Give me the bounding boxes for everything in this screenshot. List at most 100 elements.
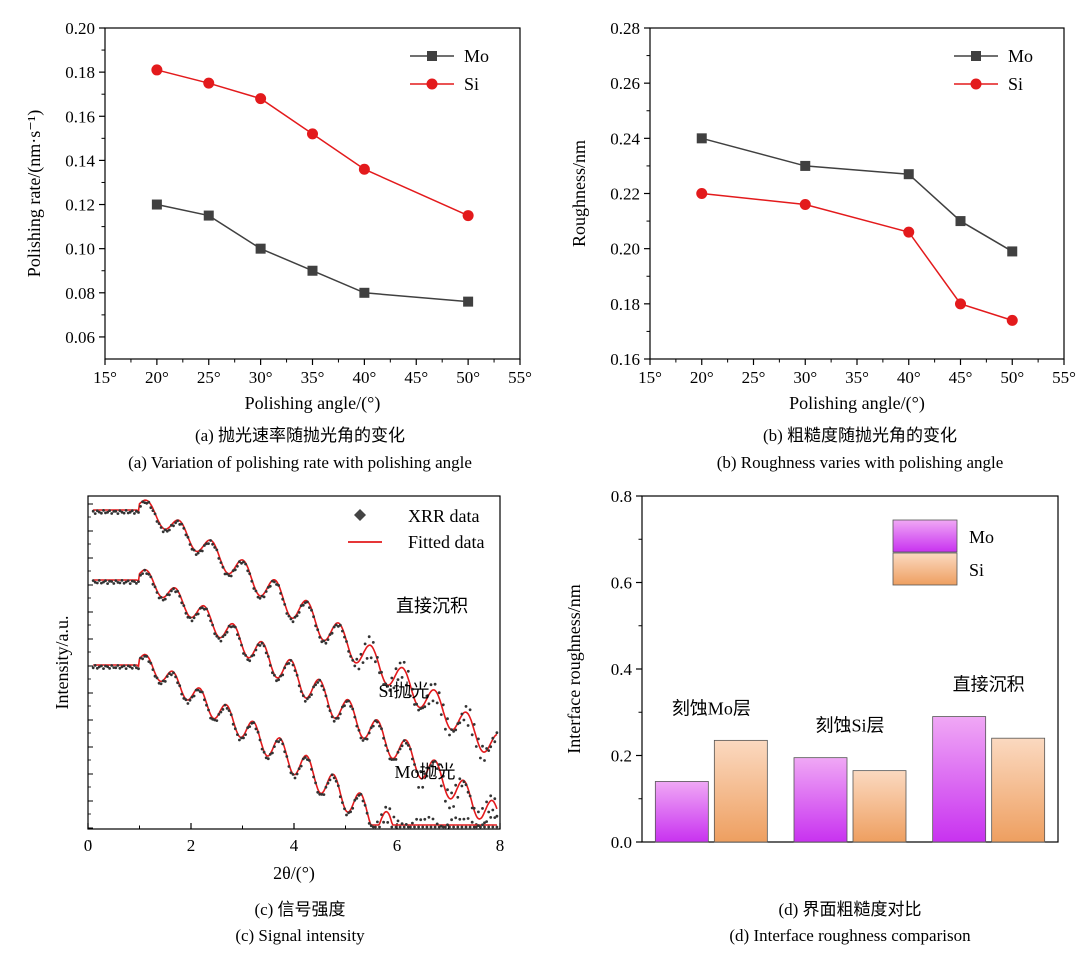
xrr-data-point [168, 593, 171, 597]
xrr-data-point [491, 808, 495, 812]
xrr-data-point [388, 807, 392, 811]
xrr-data-point [378, 825, 381, 829]
xrr-data-point [178, 684, 182, 688]
xrr-data-point [254, 589, 258, 593]
xrr-data-point [477, 737, 480, 741]
xrr-data-point [297, 767, 301, 771]
xrr-data-point [448, 825, 451, 829]
xrr-data-point [355, 797, 359, 800]
xrr-data-point [483, 825, 486, 829]
xrr-data-point [217, 637, 221, 640]
xrr-data-point [215, 634, 219, 638]
plot-frame [649, 27, 1065, 360]
xrr-data-point [487, 825, 491, 829]
xrr-data-point [402, 739, 406, 742]
xrr-data-point [157, 522, 161, 525]
xrr-data-point [283, 603, 287, 606]
xrr-data-point [102, 580, 105, 584]
series-line-mo [156, 203, 469, 303]
xrr-data-point [207, 708, 210, 712]
xrr-data-point [260, 747, 264, 751]
xrr-data-point [425, 694, 429, 698]
xrr-data-point [495, 814, 499, 818]
legend-marker-xrr [354, 509, 366, 521]
xrr-data-point [260, 641, 264, 645]
xrr-data-point [357, 728, 361, 732]
xrr-data-point [301, 694, 305, 698]
caption-c-cn: (c) 信号强度 [254, 900, 346, 919]
xrr-data-point [464, 705, 468, 708]
xrr-data-point [100, 664, 103, 668]
x-tick-label: 30° [793, 368, 817, 387]
y-tick-label: 0.16 [65, 107, 95, 126]
x-tick-label: 15° [638, 368, 662, 387]
xrr-data-point [441, 825, 445, 829]
x-tick-label: 50° [456, 368, 480, 387]
xrr-data-point [314, 781, 317, 785]
xrr-data-point [186, 702, 190, 705]
xrr-data-point [406, 669, 410, 673]
bar-mo-3 [932, 716, 987, 843]
xrr-data-point [423, 705, 427, 709]
xrr-data-point [217, 713, 221, 716]
x-tick-label: 25° [197, 368, 221, 387]
xrr-data-point [423, 772, 427, 775]
data-point-mo [955, 216, 966, 227]
xrr-data-point [382, 683, 385, 686]
x-axis-label: Polishing angle/(°) [245, 393, 381, 414]
xrr-data-point [441, 703, 445, 707]
series-line-si [156, 69, 469, 217]
caption-a-cn: (a) 抛光速率随抛光角的变化 [194, 426, 406, 445]
xrr-data-point [233, 727, 237, 731]
xrr-data-point [213, 546, 217, 549]
x-tick-label: 20° [690, 368, 714, 387]
xrr-data-point [108, 509, 111, 512]
xrr-data-point [250, 579, 254, 583]
xrr-data-point [437, 763, 441, 766]
curve-label: 直接沉积 [396, 596, 468, 616]
xrr-data-point [275, 679, 278, 683]
xrr-data-point [295, 673, 299, 677]
xrr-data-point [293, 615, 297, 619]
xrr-data-point [481, 807, 484, 810]
x-tick-label: 55° [508, 368, 532, 387]
xrr-data-point [291, 663, 295, 667]
xrr-data-point [392, 686, 396, 690]
xrr-data-point [489, 816, 493, 819]
xrr-data-point [419, 770, 423, 773]
xrr-data-point [351, 658, 355, 662]
xrr-data-point [139, 656, 142, 660]
xrr-data-point [334, 623, 338, 627]
xrr-data-point [176, 589, 180, 593]
xrr-data-point [316, 681, 320, 684]
y-tick-label: 0.0 [611, 833, 632, 852]
xrr-data-point [297, 684, 301, 688]
xrr-data-point [159, 596, 163, 599]
xrr-data-point [223, 633, 227, 637]
xrr-data-point [330, 715, 334, 719]
xrr-data-point [483, 759, 486, 762]
xrr-data-point [406, 744, 410, 747]
xrr-data-point [135, 509, 138, 513]
xrr-data-point [155, 591, 159, 594]
xrr-data-point [396, 678, 400, 681]
xrr-data-point [417, 825, 420, 829]
xrr-data-point [285, 612, 289, 615]
xrr-data-point [361, 661, 365, 664]
xrr-data-point [322, 639, 326, 643]
xrr-data-point [349, 655, 352, 658]
data-point-mo [255, 243, 266, 254]
xrr-data-point [308, 695, 311, 699]
xrr-data-point [421, 706, 425, 710]
xrr-data-point [95, 666, 99, 670]
xrr-data-point [203, 607, 206, 611]
x-tick-label: 35° [301, 368, 325, 387]
xrr-data-point [386, 684, 390, 688]
y-tick-label: 0.22 [610, 185, 640, 204]
xrr-data-point [240, 736, 243, 740]
xrr-data-point [437, 691, 441, 695]
xrr-data-point [262, 750, 266, 754]
xrr-data-point [316, 628, 320, 632]
xrr-data-point [118, 509, 122, 513]
xrr-data-point [347, 699, 350, 703]
